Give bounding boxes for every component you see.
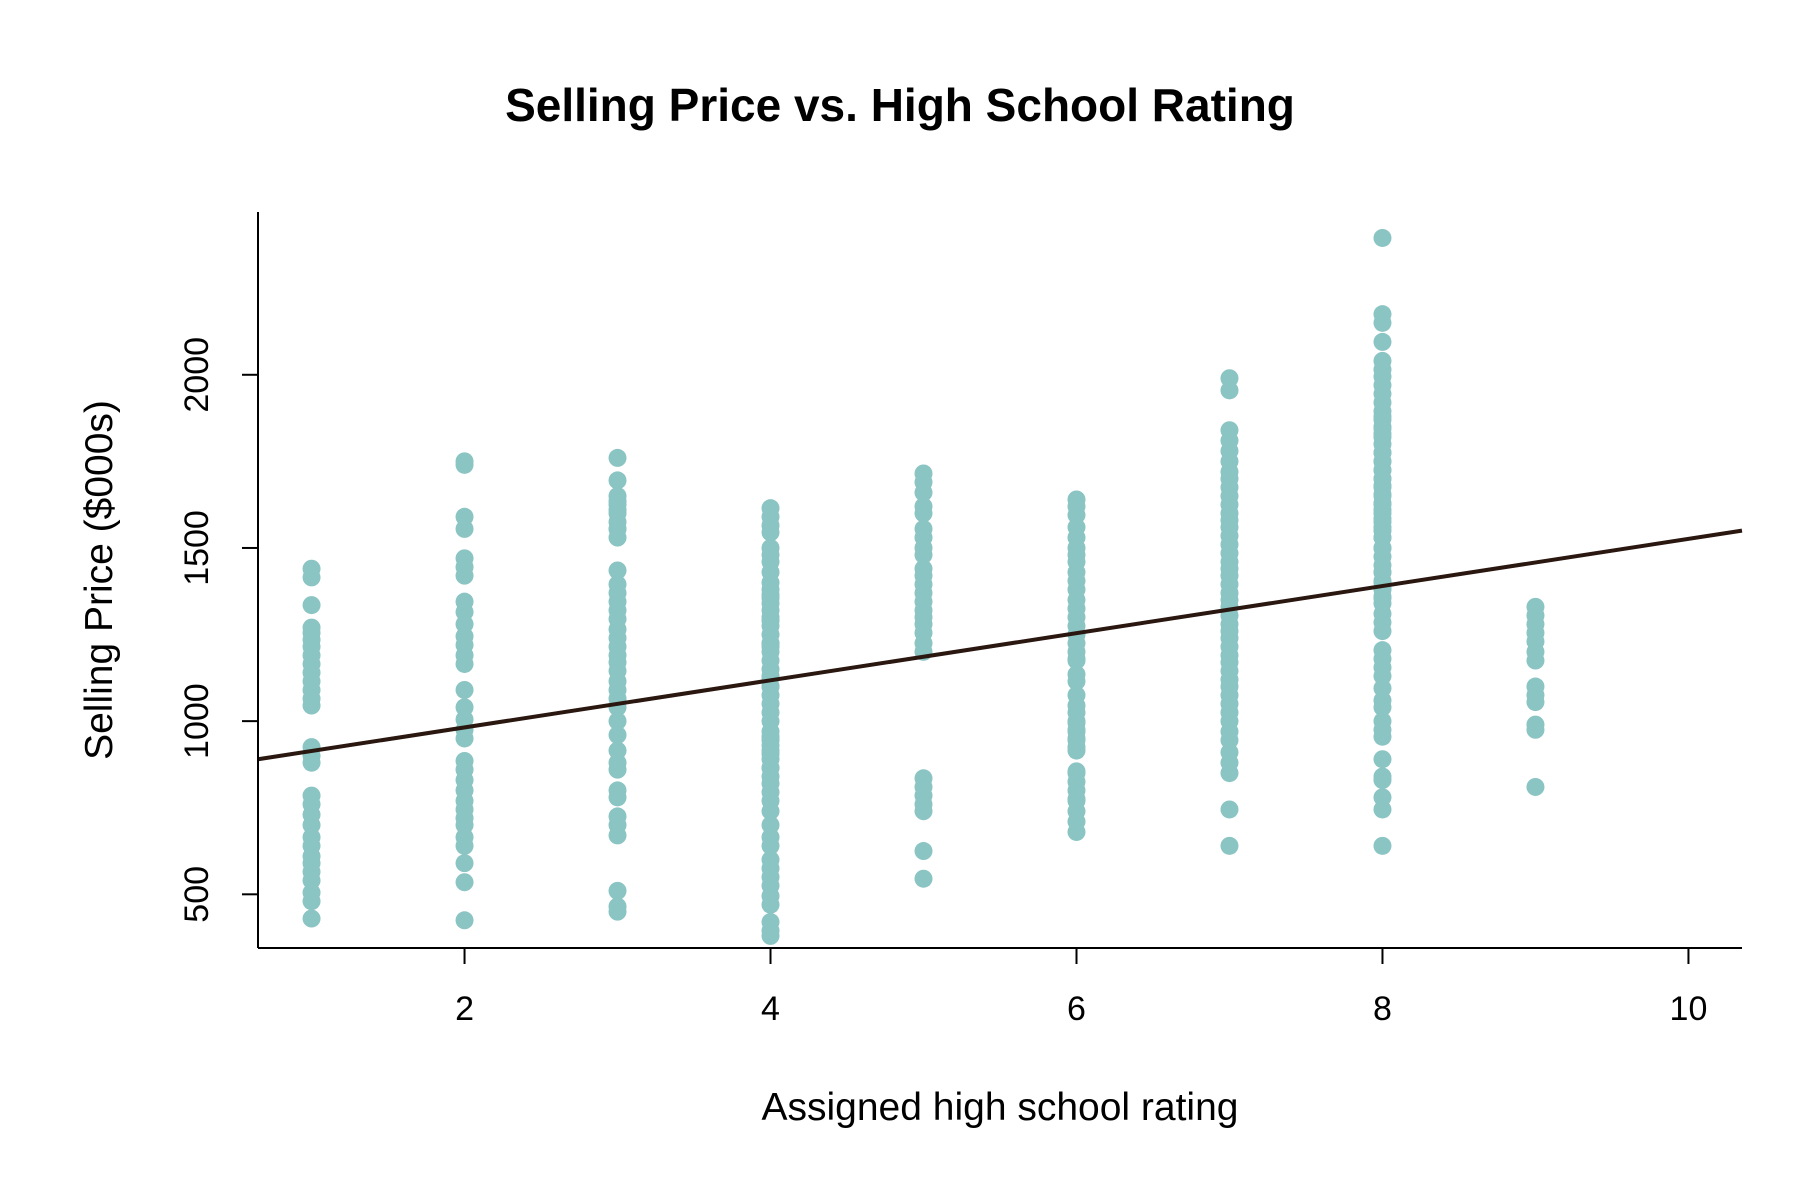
data-point	[608, 826, 627, 845]
data-point	[608, 561, 627, 580]
data-point	[914, 842, 933, 861]
data-point	[761, 594, 780, 613]
data-point	[608, 471, 627, 490]
x-tick-label: 10	[1670, 990, 1708, 1028]
x-tick-label: 8	[1373, 990, 1392, 1028]
data-point	[761, 802, 780, 821]
data-point	[761, 637, 780, 656]
data-point	[1220, 764, 1239, 783]
y-tick-label: 500	[178, 866, 216, 923]
data-point	[761, 895, 780, 914]
x-tick-label: 2	[455, 990, 474, 1028]
data-point	[1220, 800, 1239, 819]
data-point	[1373, 589, 1392, 608]
data-points	[302, 228, 1545, 945]
chart-title: Selling Price vs. High School Rating	[505, 79, 1295, 131]
x-axis-ticks: 2 4 6 8 10	[455, 948, 1707, 1028]
data-point	[608, 881, 627, 900]
data-point	[455, 566, 474, 585]
data-point	[1067, 790, 1086, 809]
data-point	[1373, 727, 1392, 746]
y-tick-label: 2000	[178, 337, 216, 413]
data-point	[1373, 836, 1392, 855]
data-point	[455, 519, 474, 538]
y-axis-title: Selling Price ($000s)	[78, 400, 121, 760]
data-point	[608, 712, 627, 731]
data-point	[1373, 313, 1392, 332]
data-point	[1067, 672, 1086, 691]
y-tick-label: 1000	[178, 683, 216, 759]
x-tick-label: 4	[761, 990, 780, 1028]
data-point	[761, 745, 780, 764]
data-point	[1220, 836, 1239, 855]
x-tick-label: 6	[1067, 990, 1086, 1028]
data-point	[761, 523, 780, 542]
data-point	[1067, 651, 1086, 670]
data-point	[302, 909, 321, 928]
y-tick-label: 1500	[178, 510, 216, 586]
data-point	[1067, 741, 1086, 760]
data-point	[608, 725, 627, 744]
data-point	[1526, 651, 1545, 670]
data-point	[455, 854, 474, 873]
data-point	[302, 696, 321, 715]
data-point	[761, 836, 780, 855]
data-point	[608, 448, 627, 467]
data-point	[914, 483, 933, 502]
y-axis-ticks: 500 1000 1500 2000	[178, 337, 258, 923]
data-point	[1373, 800, 1392, 819]
data-point	[1526, 720, 1545, 739]
data-point	[455, 836, 474, 855]
data-point	[914, 802, 933, 821]
data-point	[1373, 622, 1392, 641]
data-point	[1373, 228, 1392, 247]
data-point	[302, 892, 321, 911]
data-point	[1526, 777, 1545, 796]
data-point	[761, 611, 780, 630]
data-point	[914, 869, 933, 888]
data-point	[1373, 750, 1392, 769]
data-point	[761, 926, 780, 945]
data-point	[1526, 693, 1545, 712]
data-point	[1067, 822, 1086, 841]
data-point	[608, 788, 627, 807]
data-point	[455, 680, 474, 699]
data-point	[608, 519, 627, 538]
x-axis-title: Assigned high school rating	[762, 1086, 1239, 1129]
trend-line	[257, 528, 1743, 762]
data-point	[455, 455, 474, 474]
data-point	[761, 758, 780, 777]
data-point	[1373, 767, 1392, 786]
data-point	[1373, 538, 1392, 557]
data-point	[455, 729, 474, 748]
data-point	[455, 911, 474, 930]
data-point	[1220, 381, 1239, 400]
data-point	[302, 596, 321, 615]
data-point	[455, 873, 474, 892]
data-point	[914, 504, 933, 523]
data-point	[302, 753, 321, 772]
data-point	[1373, 332, 1392, 351]
data-point	[455, 654, 474, 673]
data-point	[302, 568, 321, 587]
data-point	[1067, 762, 1086, 781]
data-point	[1373, 698, 1392, 717]
data-point	[914, 545, 933, 564]
data-point	[608, 760, 627, 779]
data-point	[608, 902, 627, 921]
